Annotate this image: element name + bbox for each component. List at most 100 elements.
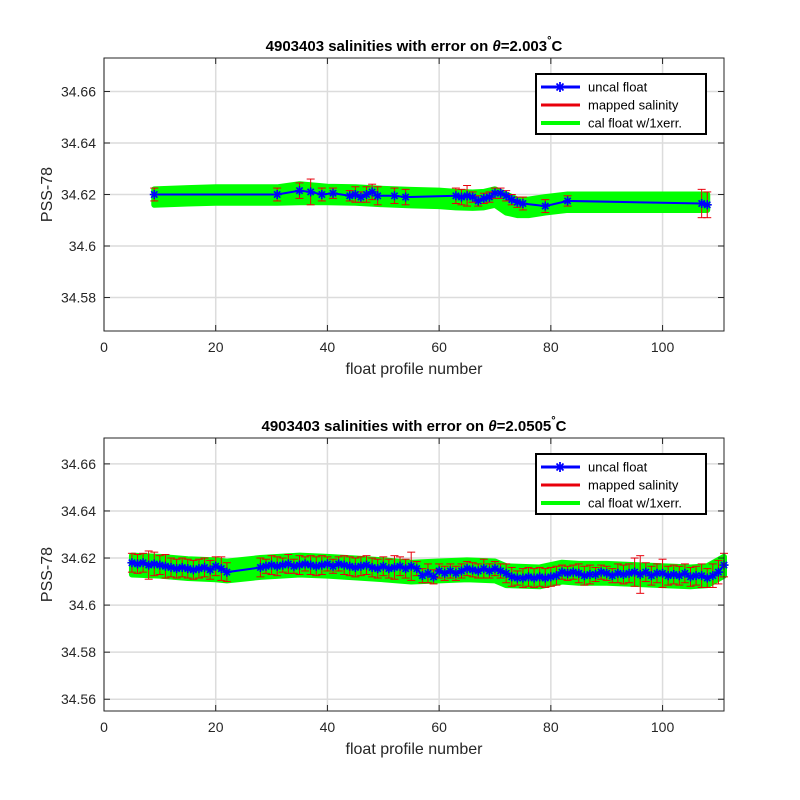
uncal-float-point — [518, 573, 528, 583]
legend-label: uncal float — [588, 80, 648, 95]
uncal-float-point — [155, 560, 165, 570]
uncal-float-point — [328, 188, 338, 198]
uncal-float-point — [546, 572, 556, 582]
legend-item-mapped-salinity: mapped salinity — [541, 478, 679, 493]
chart-title: 4903403 salinities with error on θ=2.050… — [261, 415, 566, 435]
uncal-float-point — [468, 192, 478, 202]
uncal-float-point — [518, 199, 528, 209]
chart-title-unit: C — [556, 418, 567, 435]
uncal-float-point — [216, 564, 226, 574]
uncal-float-point — [540, 573, 550, 583]
uncal-float-point — [267, 560, 277, 570]
uncal-float-point — [306, 560, 316, 570]
uncal-float-point — [334, 559, 344, 569]
y-tick-label: 34.58 — [61, 290, 96, 306]
uncal-float-point — [389, 562, 399, 572]
uncal-float-point — [367, 562, 377, 572]
y-axis-label: PSS-78 — [39, 547, 56, 602]
chart-title-symbol: θ — [488, 418, 497, 435]
uncal-float-point — [501, 191, 511, 201]
uncal-float-point — [160, 561, 170, 571]
chart-panel-1: 0 20 40 60 80 100 34.58 34.6 34.62 34.64 34.66 floa… — [39, 35, 725, 378]
uncal-float-point — [434, 566, 444, 576]
legend-item-mapped-salinity: mapped salinity — [541, 98, 679, 113]
uncal-float-point — [484, 192, 494, 202]
y-tick-label: 34.66 — [61, 456, 96, 472]
uncal-float-point — [373, 191, 383, 201]
uncal-float-point — [149, 190, 159, 199]
uncal-float-point — [294, 186, 304, 196]
uncal-float-point — [339, 560, 349, 570]
uncal-float-point — [568, 567, 578, 577]
uncal-float-point — [389, 191, 399, 201]
chart-title-degree: ° — [547, 35, 551, 47]
x-tick-label: 20 — [208, 339, 224, 355]
uncal-float-point — [317, 560, 327, 570]
y-tick-label: 34.66 — [61, 83, 96, 99]
uncal-float-point — [177, 562, 187, 572]
uncal-float-point — [618, 570, 628, 579]
uncal-float-point — [149, 559, 159, 569]
y-tick-label: 34.6 — [69, 597, 96, 613]
x-axis-label: float profile number — [346, 361, 484, 378]
uncal-float-point — [294, 560, 304, 570]
legend-label: mapped salinity — [588, 98, 679, 113]
uncal-float-point — [183, 564, 193, 574]
chart-title-symbol: θ — [492, 38, 501, 55]
uncal-float-point — [205, 565, 215, 575]
uncal-float-point — [188, 565, 198, 575]
x-tick-label: 60 — [431, 719, 447, 735]
legend-label: uncal float — [588, 460, 648, 475]
uncal-float-point — [563, 196, 573, 206]
chart-title-prefix: 4903403 salinities with error on — [261, 418, 488, 435]
legend-label: cal float w/1xerr. — [588, 116, 682, 131]
uncal-float-point — [624, 568, 634, 578]
uncal-float-point — [166, 562, 176, 572]
uncal-float-point — [317, 190, 327, 199]
uncal-float-point — [138, 558, 148, 568]
x-tick-label: 40 — [320, 719, 336, 735]
uncal-float-point — [462, 191, 472, 201]
y-tick-label: 34.62 — [61, 550, 96, 566]
legend-item-uncal-float: uncal float — [541, 80, 648, 95]
uncal-float-point — [412, 564, 422, 574]
legend-label: cal float w/1xerr. — [588, 496, 682, 511]
uncal-float-point — [451, 191, 461, 201]
x-tick-label: 100 — [651, 719, 675, 735]
uncal-float-point — [417, 571, 427, 581]
uncal-float-point — [300, 559, 310, 569]
uncal-float-point — [172, 564, 182, 574]
uncal-float-point — [127, 558, 137, 568]
uncal-float-point — [272, 561, 282, 571]
uncal-float-point — [713, 567, 723, 577]
uncal-float-point — [272, 190, 282, 199]
chart-title-value: =2.003 — [501, 38, 547, 55]
legend-star-marker — [555, 82, 565, 92]
x-tick-label: 100 — [651, 339, 675, 355]
uncal-float-point — [261, 561, 271, 571]
uncal-float-point — [345, 561, 355, 571]
uncal-float-point — [144, 560, 154, 570]
y-tick-label: 34.64 — [61, 135, 96, 151]
uncal-float-point — [535, 572, 545, 582]
uncal-float-point — [596, 567, 606, 577]
chart-panel-2: 0 20 40 60 80 100 34.56 34.58 34.6 34.62 34.64 34.6… — [39, 415, 729, 758]
legend-item-cal-float: cal float w/1xerr. — [541, 116, 682, 131]
x-tick-label: 0 — [100, 339, 108, 355]
uncal-float-point — [429, 572, 439, 582]
uncal-float-point — [451, 568, 461, 578]
uncal-float-point — [356, 561, 366, 571]
x-tick-label: 20 — [208, 719, 224, 735]
uncal-float-point — [697, 199, 707, 209]
x-tick-label: 60 — [431, 339, 447, 355]
y-tick-label: 34.62 — [61, 187, 96, 203]
uncal-float-point — [311, 561, 321, 571]
uncal-float-point — [345, 191, 355, 201]
uncal-float-point — [563, 568, 573, 578]
y-tick-label: 34.6 — [69, 238, 96, 254]
uncal-float-point — [289, 561, 299, 571]
chart-title-value: =2.0505 — [497, 418, 552, 435]
legend-star-marker — [555, 462, 565, 472]
chart-title-unit: C — [552, 38, 563, 55]
uncal-float-point — [669, 570, 679, 579]
